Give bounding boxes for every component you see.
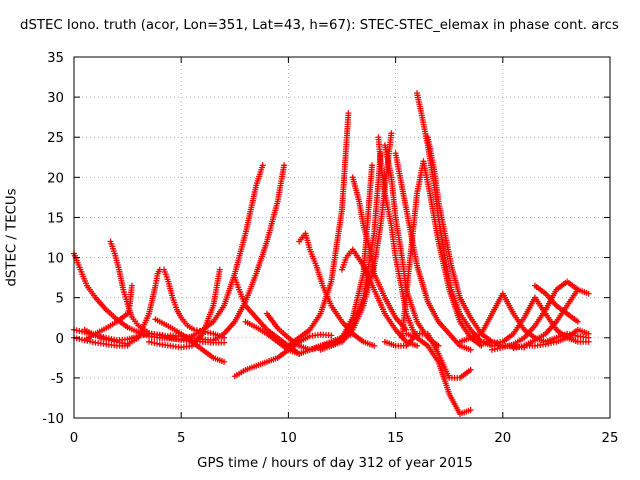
y-tick-label: 35 <box>47 51 64 66</box>
data-point <box>467 346 474 353</box>
data-series-6 <box>81 266 163 348</box>
data-series-4 <box>107 238 228 346</box>
grid-lines <box>74 57 610 418</box>
data-series-26 <box>399 158 485 349</box>
data-series-22 <box>349 174 410 333</box>
data-point <box>328 332 335 339</box>
x-tick-label: 5 <box>177 431 185 446</box>
data-points <box>71 90 592 417</box>
data-point <box>128 282 135 289</box>
data-point <box>259 162 266 169</box>
plot-border <box>73 56 611 419</box>
data-point <box>371 342 378 349</box>
data-series-16 <box>285 110 352 349</box>
data-series-17 <box>296 230 378 349</box>
data-point <box>126 305 133 312</box>
x-tick-label: 0 <box>70 431 78 446</box>
chart-title: dSTEC Iono. truth (acor, Lon=351, Lat=43… <box>20 18 619 33</box>
data-series-23 <box>375 134 421 341</box>
x-tick-label: 15 <box>387 431 404 446</box>
data-point <box>216 266 223 273</box>
data-point <box>388 130 395 137</box>
x-axis-label: GPS time / hours of day 312 of year 2015 <box>197 456 473 471</box>
data-point <box>585 290 592 297</box>
data-series-32 <box>478 294 592 346</box>
data-series-13 <box>231 331 335 380</box>
data-series-36 <box>531 282 581 325</box>
x-tick-label: 25 <box>602 431 619 446</box>
data-series-30 <box>403 330 474 417</box>
y-tick-label: -5 <box>51 372 64 387</box>
y-tick-label: 0 <box>56 332 64 347</box>
data-point <box>369 162 376 169</box>
y-tick-label: 15 <box>47 211 64 226</box>
x-tick-label: 20 <box>494 431 511 446</box>
data-series-34 <box>510 286 592 352</box>
data-point <box>467 406 474 413</box>
data-point <box>124 310 131 317</box>
axis-ticks: 0 5 10 15 20 25 -10 -5 0 5 10 15 20 25 30 35 <box>42 51 618 446</box>
x-tick-label: 10 <box>280 431 297 446</box>
data-point <box>345 110 352 117</box>
data-series-10 <box>156 162 266 343</box>
y-tick-label: 20 <box>47 171 64 186</box>
data-series-33 <box>489 278 581 353</box>
data-point <box>574 318 581 325</box>
y-tick-label: 30 <box>47 91 64 106</box>
data-point <box>125 308 132 315</box>
y-tick-label: 5 <box>56 292 64 307</box>
data-point <box>585 330 592 337</box>
y-tick-label: -10 <box>42 412 64 427</box>
data-point <box>281 162 288 169</box>
data-point <box>221 358 228 365</box>
data-point <box>585 338 592 345</box>
y-tick-label: 25 <box>47 131 64 146</box>
data-point <box>467 366 474 373</box>
y-tick-label: 10 <box>47 252 64 267</box>
data-series-35 <box>521 326 592 349</box>
data-point <box>414 342 421 349</box>
